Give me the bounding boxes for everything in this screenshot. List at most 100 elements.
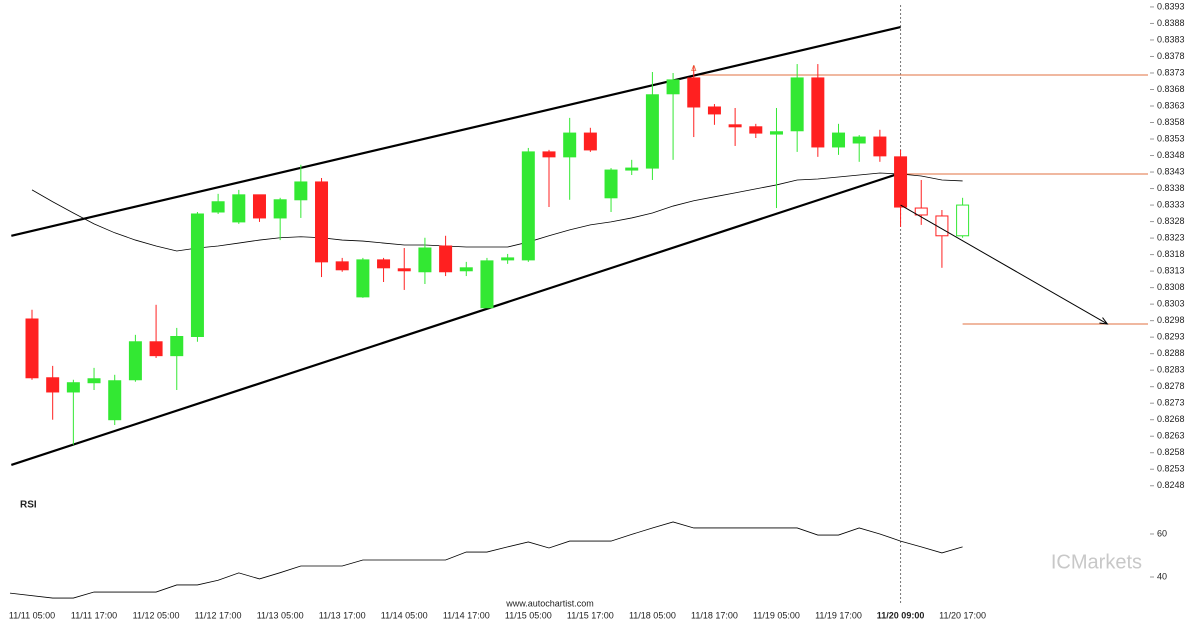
candle-body [480,260,494,309]
y-tick-label: 0.8318 [1157,249,1185,259]
x-tick-label: 11/15 17:00 [567,610,614,620]
candle-body [501,257,515,261]
candle-body [873,136,887,157]
y-tick-label: 0.8348 [1157,150,1185,160]
y-tick-label: 0.8313 [1157,265,1185,275]
y-tick-label: 0.8328 [1157,216,1185,226]
candle-body [108,380,122,421]
candle-body [769,131,783,135]
arrow-head [1099,317,1109,325]
x-tick-label: 11/11 05:00 [9,610,55,620]
y-tick-label: 0.8393 [1157,1,1185,11]
candle-body [273,199,287,219]
x-tick-label: 11/12 05:00 [133,610,180,620]
candle-body [25,318,39,379]
candle-body [211,201,225,213]
candle-body [294,181,308,201]
candle-body [149,341,163,357]
y-tick-label: 0.8368 [1157,84,1185,94]
y-tick-label: 0.8263 [1157,431,1185,441]
x-tick-label: 11/18 17:00 [691,610,738,620]
candle-body [749,126,763,134]
x-tick-label: 11/15 05:00 [505,610,552,620]
candle-body [728,124,742,128]
candle-body [439,245,453,273]
y-tick-label: 0.8298 [1157,315,1185,325]
candle-body [563,132,577,158]
y-tick-label: 0.8278 [1157,381,1185,391]
candle-body [852,136,866,144]
x-tick-label: 11/13 17:00 [319,610,366,620]
y-tick-label: 0.8288 [1157,348,1185,358]
y-tick-label: 0.8283 [1157,365,1185,375]
y-tick-label: 0.8343 [1157,166,1185,176]
x-tick-label: 11/19 05:00 [753,610,800,620]
x-tick-label: 11/13 05:00 [257,610,304,620]
channel-line [11,26,901,237]
channel-line [10,171,901,466]
rsi-title: RSI [20,500,37,511]
x-tick-label: 11/19 17:00 [815,610,862,620]
candle-body [252,194,266,219]
candle-body [315,181,329,263]
candle-body [542,151,556,158]
moving-average [31,172,963,252]
y-tick-label: 0.8358 [1157,117,1185,127]
x-tick-label: 11/12 17:00 [195,610,242,620]
candle-body [87,378,101,384]
candle-body [956,204,970,237]
candle-body [521,151,535,261]
rsi-y-tick-label: 40 [1157,571,1167,581]
y-tick-label: 0.8308 [1157,282,1185,292]
y-tick-label: 0.8353 [1157,133,1185,143]
candle-body [128,341,142,381]
y-tick-label: 0.8268 [1157,414,1185,424]
candle-body [645,94,659,169]
candle-body [625,167,639,171]
y-tick-label: 0.8248 [1157,480,1185,490]
forecast-arrow [900,204,1108,325]
y-tick-label: 0.8273 [1157,398,1185,408]
candle-body [604,169,618,199]
candle-body [894,156,908,208]
candle-body [790,77,804,132]
x-tick-label: 11/14 17:00 [443,610,490,620]
logo: ICMarkets [1051,551,1142,573]
candle-body [914,207,928,216]
candle-body [583,132,597,151]
candle-body [335,261,349,271]
y-tick-label: 0.8293 [1157,332,1185,342]
candle-body [66,382,80,393]
y-tick-label: 0.8363 [1157,100,1185,110]
y-tick-label: 0.8253 [1157,464,1185,474]
y-tick-label: 0.8258 [1157,447,1185,457]
candle-body [356,259,370,298]
y-tick-label: 0.8338 [1157,183,1185,193]
candle-body [666,79,680,95]
x-tick-label: 11/18 05:00 [629,610,676,620]
candle-body [377,259,391,269]
x-tick-label: 11/11 17:00 [71,610,117,620]
candle-body [418,247,432,273]
candle-body [811,77,825,148]
candle-body [687,77,701,108]
x-tick-label: 11/20 17:00 [939,610,986,620]
rsi-line [9,521,963,599]
x-tick-label: 11/20 09:00 [877,610,925,620]
y-tick-label: 0.8388 [1157,18,1185,28]
candle-body [46,377,60,393]
y-tick-label: 0.8333 [1157,199,1185,209]
watermark: www.autochartist.com [505,598,594,608]
y-tick-label: 0.8383 [1157,34,1185,44]
candle-body [832,132,846,148]
candle-body [232,194,246,223]
y-tick-label: 0.8323 [1157,232,1185,242]
candle-body [190,213,204,337]
x-tick-label: 11/14 05:00 [381,610,428,620]
y-tick-label: 0.8373 [1157,67,1185,77]
candle-body [397,268,411,272]
candle-body [707,106,721,115]
y-tick-label: 0.8303 [1157,299,1185,309]
